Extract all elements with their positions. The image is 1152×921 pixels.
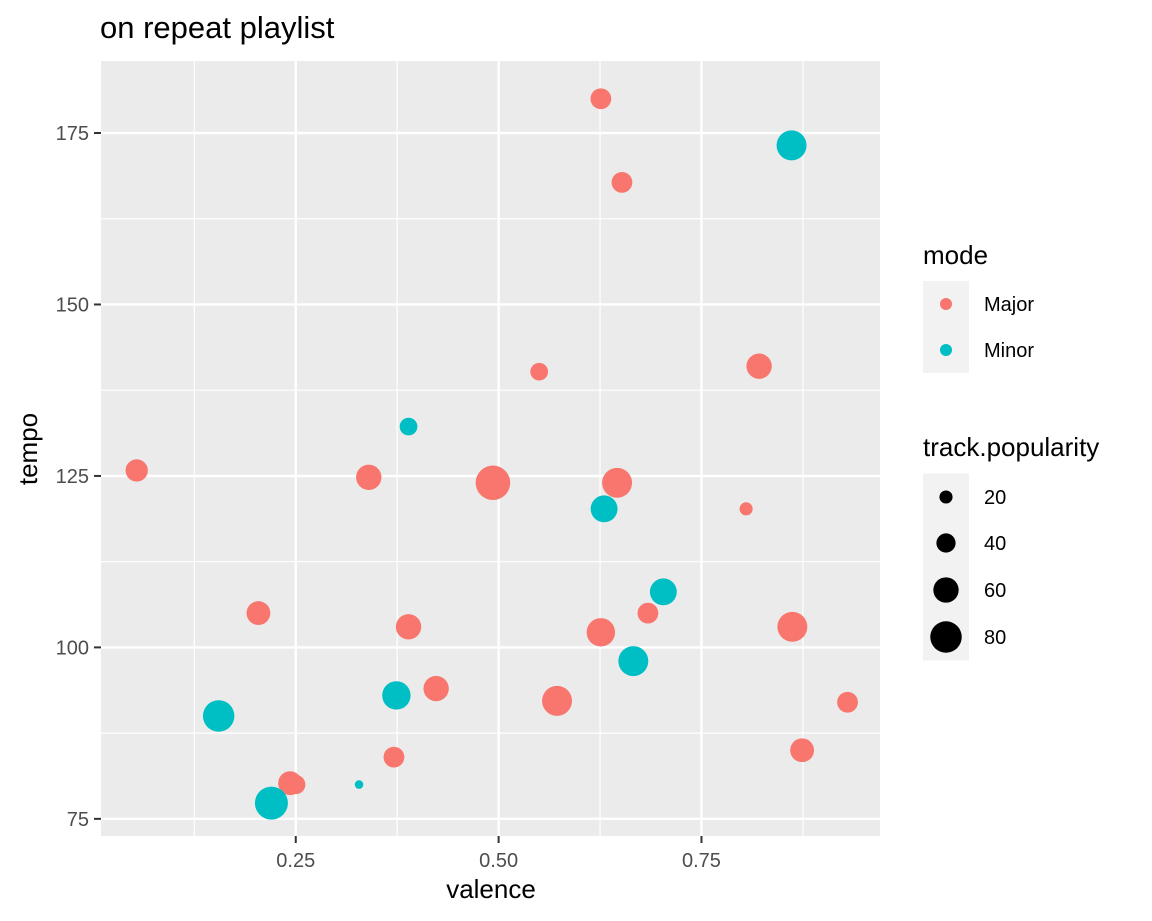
data-point-major bbox=[475, 465, 511, 501]
y-tick-label: 75 bbox=[67, 809, 89, 831]
data-point-minor bbox=[590, 495, 618, 523]
data-point-major bbox=[586, 618, 616, 647]
mode-legend-title: mode bbox=[923, 240, 988, 270]
popularity-legend-swatch bbox=[936, 533, 956, 553]
mode-legend: mode Major Minor bbox=[923, 240, 1034, 373]
mode-legend-swatch bbox=[940, 344, 952, 356]
data-point-major bbox=[542, 685, 573, 716]
mode-legend-label: Major bbox=[984, 294, 1034, 316]
data-point-major bbox=[395, 614, 422, 640]
data-point-major bbox=[356, 464, 382, 490]
y-tick-label: 100 bbox=[56, 637, 89, 659]
data-point-major bbox=[125, 459, 148, 482]
x-tick-label: 0.25 bbox=[276, 850, 315, 872]
popularity-legend-label: 60 bbox=[984, 580, 1006, 602]
data-point-major bbox=[739, 502, 753, 516]
data-point-major bbox=[777, 611, 808, 642]
data-point-major bbox=[637, 602, 659, 624]
x-axis: 0.25 0.50 0.75 bbox=[276, 836, 721, 872]
x-tick-label: 0.50 bbox=[479, 850, 518, 872]
data-point-major bbox=[278, 771, 302, 796]
chart-title: on repeat playlist bbox=[100, 10, 335, 45]
popularity-legend-swatch bbox=[939, 490, 953, 504]
data-point-minor bbox=[254, 786, 288, 820]
y-axis-title: tempo bbox=[13, 413, 43, 485]
data-point-minor bbox=[776, 130, 807, 161]
data-point-major bbox=[590, 88, 612, 110]
y-tick-label: 150 bbox=[56, 294, 89, 316]
mode-legend-swatch bbox=[940, 298, 952, 310]
minor-gridlines bbox=[101, 61, 880, 836]
data-point-minor bbox=[382, 681, 411, 710]
y-axis: 75 100 125 150 175 bbox=[56, 123, 101, 831]
data-point-major bbox=[530, 362, 549, 381]
data-point-minor bbox=[399, 417, 418, 436]
data-point-minor bbox=[354, 780, 364, 789]
data-point-major bbox=[611, 172, 633, 193]
data-point-major bbox=[423, 675, 449, 702]
data-point-minor bbox=[649, 578, 677, 606]
popularity-legend: track.popularity 20 40 60 80 bbox=[923, 432, 1099, 661]
data-point-major bbox=[246, 601, 271, 626]
popularity-legend-swatch bbox=[933, 577, 959, 603]
y-tick-label: 125 bbox=[56, 466, 89, 488]
popularity-legend-label: 80 bbox=[984, 627, 1006, 649]
data-point-minor bbox=[202, 700, 235, 732]
mode-legend-label: Minor bbox=[984, 340, 1034, 362]
data-points bbox=[125, 88, 858, 820]
x-tick-label: 0.75 bbox=[682, 850, 721, 872]
data-point-minor bbox=[618, 646, 649, 677]
y-tick-label: 175 bbox=[56, 123, 89, 145]
popularity-legend-swatch bbox=[930, 621, 962, 653]
data-point-major bbox=[746, 353, 772, 379]
data-point-major bbox=[383, 746, 405, 768]
data-point-major bbox=[837, 691, 858, 713]
x-axis-title: valence bbox=[446, 874, 536, 904]
popularity-legend-label: 40 bbox=[984, 533, 1006, 555]
data-point-major bbox=[790, 738, 815, 763]
data-point-major bbox=[602, 467, 633, 498]
popularity-legend-title: track.popularity bbox=[923, 432, 1099, 462]
popularity-legend-label: 20 bbox=[984, 487, 1006, 509]
